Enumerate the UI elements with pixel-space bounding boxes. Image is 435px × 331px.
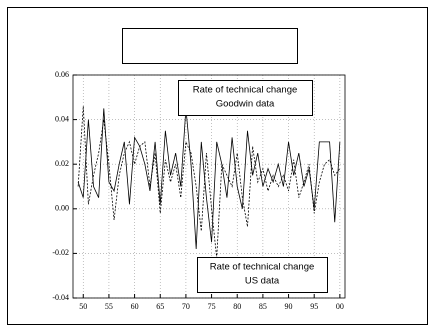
y-tick-label: 0.06	[55, 70, 69, 79]
x-tick-label: 75	[208, 302, 216, 311]
y-tick-label: -0.04	[52, 293, 69, 302]
line-series	[77, 106, 341, 258]
annotation-text: Rate of technical change	[210, 262, 315, 273]
x-tick-label: 90	[285, 302, 293, 311]
x-tick-label: 55	[105, 302, 113, 311]
title-box	[122, 28, 298, 64]
x-tick-label: 50	[79, 302, 87, 311]
annotation-text: Rate of technical change	[193, 85, 298, 96]
x-tick-label: 85	[259, 302, 267, 311]
annotation-text: US data	[245, 276, 280, 287]
plot-border	[72, 74, 346, 299]
annotation-text: Goodwin data	[216, 99, 275, 110]
x-tick-label: 00	[336, 302, 344, 311]
x-tick-label: 80	[233, 302, 241, 311]
line-series	[77, 108, 341, 249]
y-tick-label: 0.02	[55, 159, 69, 168]
annotation-box	[197, 257, 328, 293]
x-tick-label: 70	[182, 302, 190, 311]
y-tick-label: -0.02	[52, 248, 69, 257]
y-tick-label: 0.04	[55, 114, 69, 123]
y-tick-label: 0.00	[55, 204, 69, 213]
x-tick-label: 95	[310, 302, 318, 311]
x-tick-label: 65	[156, 302, 164, 311]
x-tick-label: 60	[131, 302, 139, 311]
annotation-box	[178, 80, 313, 116]
